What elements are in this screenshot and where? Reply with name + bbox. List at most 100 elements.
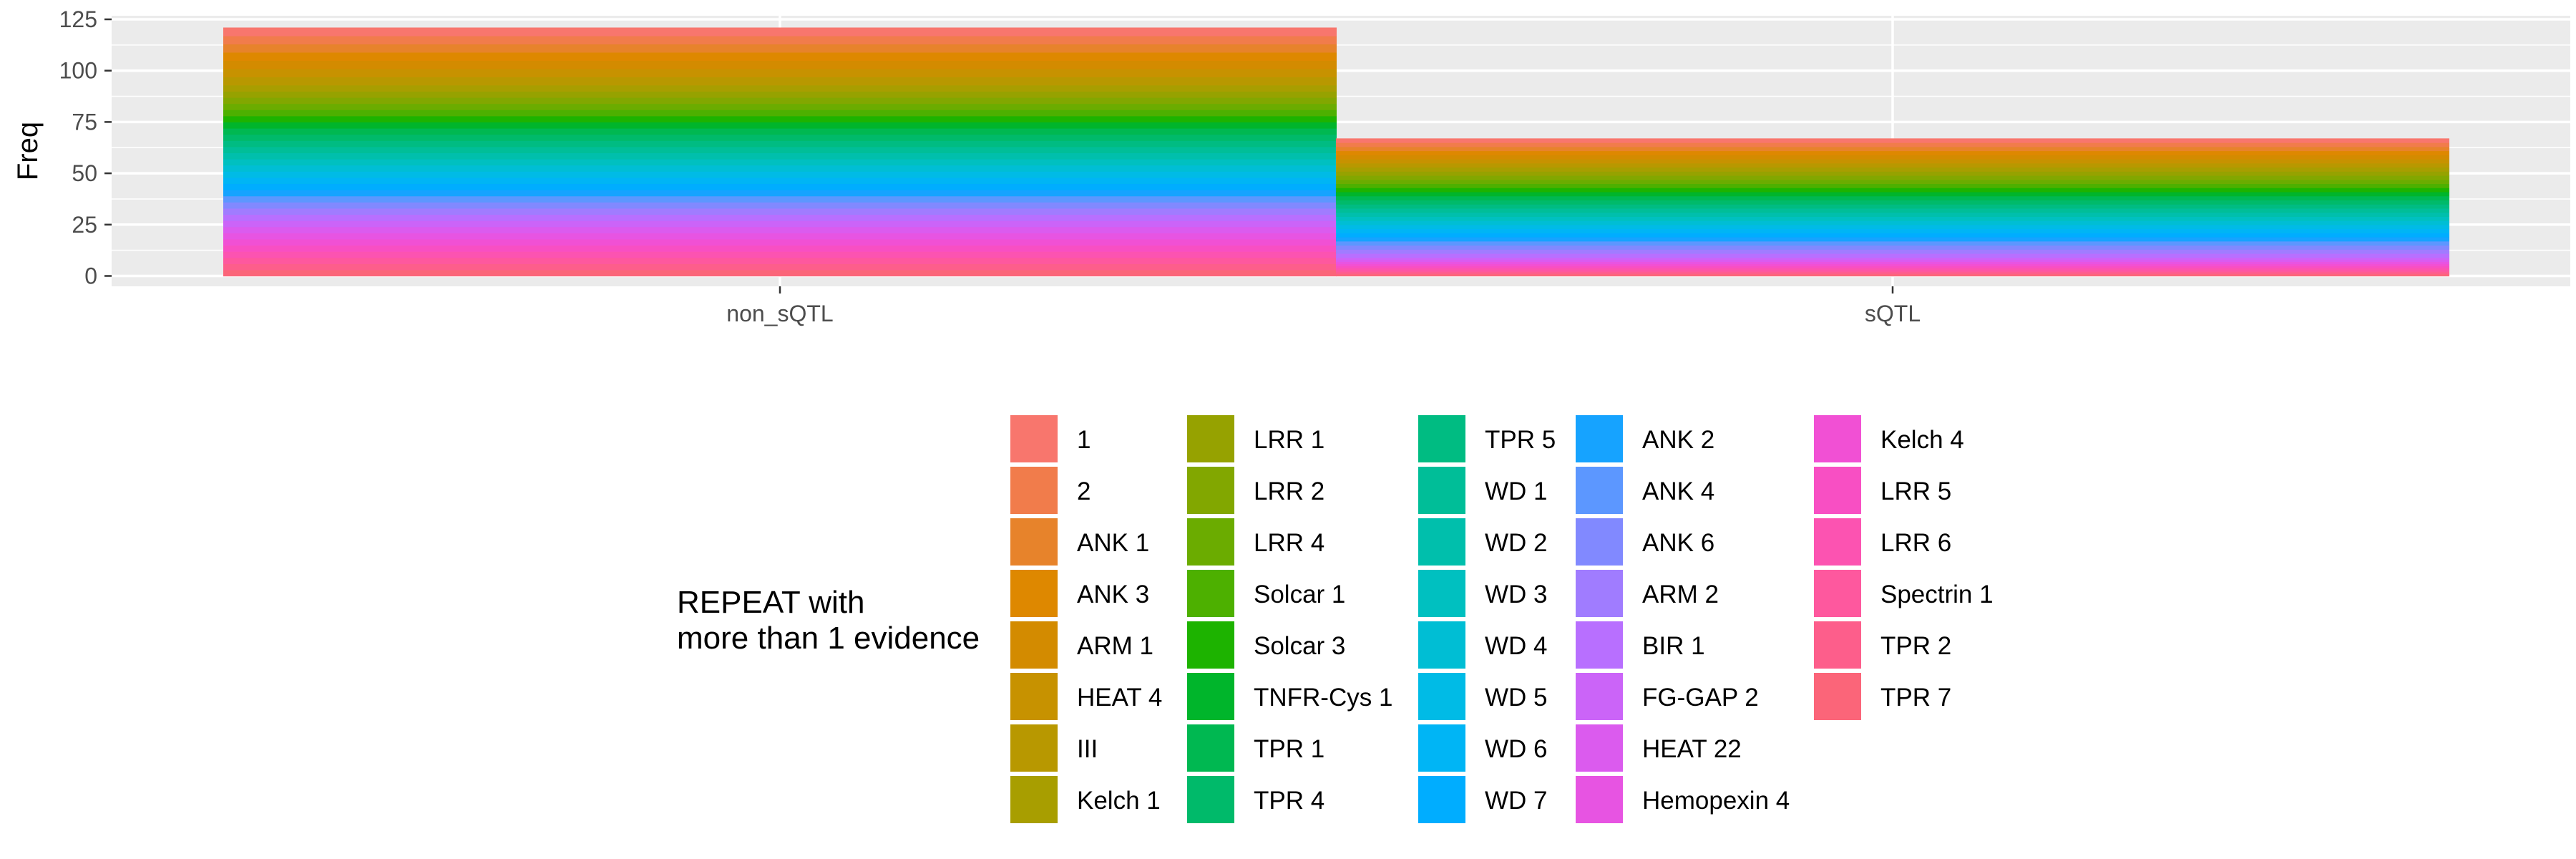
- bar-segment: [223, 52, 1337, 61]
- legend-label: 1: [1077, 426, 1091, 454]
- legend-label: ANK 1: [1077, 529, 1149, 557]
- bar-segment: [1336, 220, 2449, 225]
- legend-label: LRR 6: [1880, 529, 1951, 557]
- legend-label: WD 3: [1485, 581, 1548, 608]
- legend-label: Solcar 1: [1254, 581, 1345, 608]
- legend-label: ANK 3: [1077, 581, 1149, 608]
- legend-label: HEAT 22: [1642, 735, 1742, 763]
- bar-segment: [1336, 271, 2449, 275]
- bar-segment: [223, 110, 1337, 117]
- bar-segment: [1336, 266, 2449, 268]
- bar-segment: [223, 233, 1337, 240]
- bar-segment: [223, 27, 1337, 37]
- bar-segment: [223, 91, 1337, 98]
- legend-label: TPR 2: [1880, 632, 1951, 660]
- legend-key: [1576, 621, 1623, 669]
- bar-segment: [223, 214, 1337, 221]
- bar-segment: [223, 257, 1337, 264]
- legend-key: [1576, 518, 1623, 566]
- bar-segment: [1336, 200, 2449, 205]
- legend-key: [1814, 467, 1861, 514]
- bar-segment: [1336, 261, 2449, 264]
- legend-title-line-2: more than 1 evidence: [677, 621, 980, 656]
- bar-segment: [1336, 155, 2449, 160]
- legend-label: LRR 4: [1254, 529, 1324, 557]
- bar-segment: [223, 60, 1337, 69]
- bar-segment: [1336, 268, 2449, 271]
- legend-key: [1576, 673, 1623, 720]
- legend-key: [1187, 621, 1234, 669]
- bar-segment: [223, 134, 1337, 141]
- legend-key: [1576, 570, 1623, 617]
- legend-key: [1418, 518, 1465, 566]
- legend-key: [1187, 776, 1234, 823]
- legend-key: [1814, 415, 1861, 462]
- legend-key: [1814, 621, 1861, 669]
- legend-label: TNFR-Cys 1: [1254, 684, 1392, 712]
- bar-segment: [223, 77, 1337, 86]
- legend-label: Kelch 1: [1077, 787, 1161, 815]
- bar-segment: [223, 238, 1337, 246]
- legend-label: BIR 1: [1642, 632, 1705, 660]
- legend-key: [1187, 570, 1234, 617]
- bar-segment: [1336, 167, 2449, 172]
- legend-key: [1814, 518, 1861, 566]
- bar-segment: [1336, 269, 2449, 273]
- bar-segment: [1336, 204, 2449, 209]
- legend-label: WD 1: [1485, 477, 1548, 505]
- legend-items: 1 2 ANK 1 ANK 3 ARM 1 HEAT 4 III Kelch 1 LRR 1 LR…: [1010, 415, 1994, 823]
- bar-segment: [223, 128, 1337, 135]
- bar-segment: [1336, 162, 2449, 168]
- legend-label: WD 5: [1485, 684, 1548, 712]
- bar-segment: [223, 68, 1337, 77]
- bar-segment: [1336, 179, 2449, 185]
- legend-label: WD 7: [1485, 787, 1548, 815]
- bar-segment: [1336, 253, 2449, 258]
- legend-title-line-1: REPEAT with: [677, 585, 864, 620]
- x-tick-label: sQTL: [1865, 301, 1921, 326]
- bar-segment: [1336, 142, 2449, 147]
- y-tick-label: 75: [72, 109, 97, 135]
- legend-label: 2: [1077, 477, 1091, 505]
- bar-segment: [223, 202, 1337, 209]
- legend-key: [1010, 673, 1058, 720]
- legend-key: [1418, 673, 1465, 720]
- legend-key: [1814, 673, 1861, 720]
- legend-label: TPR 7: [1880, 684, 1951, 712]
- bar-segment: [1336, 159, 2449, 164]
- legend-label: WD 2: [1485, 529, 1548, 557]
- bar-segment: [223, 115, 1337, 122]
- legend-label: Hemopexin 4: [1642, 787, 1790, 815]
- legend-key: [1187, 724, 1234, 772]
- legend-label: ANK 6: [1642, 529, 1714, 557]
- legend-label: TPR 5: [1485, 426, 1556, 454]
- bars: [223, 27, 2449, 277]
- bar-segment: [1336, 257, 2449, 261]
- legend-key: [1187, 518, 1234, 566]
- bar-segment: [223, 152, 1337, 160]
- legend-key: [1010, 570, 1058, 617]
- legend-key: [1010, 415, 1058, 462]
- bar-segment: [1336, 208, 2449, 213]
- bar-segment: [223, 220, 1337, 228]
- bar-segment: [1336, 183, 2449, 188]
- legend-label: III: [1077, 735, 1098, 763]
- legend-key: [1418, 467, 1465, 514]
- legend-label: WD 6: [1485, 735, 1548, 763]
- bar-segment: [1336, 216, 2449, 221]
- legend-key: [1010, 518, 1058, 566]
- legend-label: ARM 2: [1642, 581, 1719, 608]
- legend-key: [1576, 776, 1623, 823]
- y-tick-label: 0: [84, 263, 97, 289]
- legend-label: HEAT 4: [1077, 684, 1162, 712]
- bar-segment: [1336, 175, 2449, 180]
- legend-key: [1418, 724, 1465, 772]
- bar-segment: [1336, 195, 2449, 200]
- legend-key: [1418, 621, 1465, 669]
- y-axis-title: Freq: [12, 122, 44, 180]
- legend-key: [1010, 776, 1058, 823]
- legend-key: [1576, 467, 1623, 514]
- legend-label: ANK 4: [1642, 477, 1714, 505]
- bar-segment: [223, 140, 1337, 147]
- legend-key: [1010, 467, 1058, 514]
